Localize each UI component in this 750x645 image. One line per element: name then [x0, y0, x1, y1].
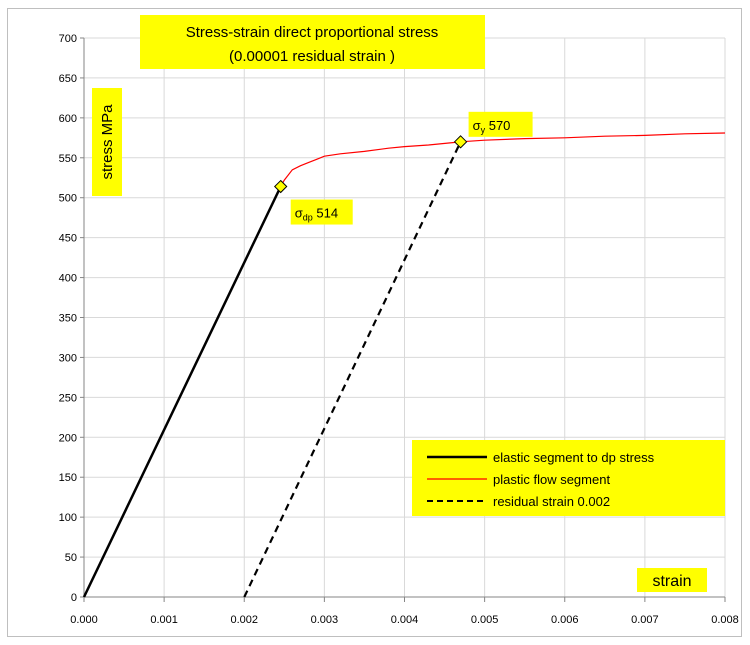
- legend: elastic segment to dp stress plastic flow…: [412, 440, 725, 516]
- y-tick-label: 700: [59, 33, 77, 45]
- y-tick-labels: 0 50 100 150 200 250 300 350 400 450 500 550 600 650 7…: [59, 33, 77, 604]
- y-tick-label: 50: [65, 552, 77, 564]
- x-tick-label: 0.006: [551, 614, 579, 626]
- series-line-1: [82, 185, 282, 598]
- legend-label-2: plastic flow segment: [493, 472, 610, 487]
- y-tick-label: 150: [59, 472, 77, 484]
- y-tick-label: 250: [59, 392, 77, 404]
- y-tick-label: 450: [59, 233, 77, 245]
- y-tick-label: 550: [59, 153, 77, 165]
- x-axis-label: strain: [637, 568, 707, 592]
- y-axis-title: stress MPa: [99, 104, 116, 180]
- y-tick-label: 650: [59, 73, 77, 85]
- point-label-box-2: [468, 111, 533, 137]
- point-label-box-1: [290, 199, 353, 225]
- y-tick-label: 600: [59, 113, 77, 125]
- chart-title: Stress-strain direct proportional stress…: [140, 15, 485, 69]
- y-tick-label: 200: [59, 432, 77, 444]
- y-tick-label: 300: [59, 352, 77, 364]
- x-tick-label: 0.001: [150, 614, 178, 626]
- point-label-2: σy 570: [473, 118, 511, 135]
- y-tick-label: 350: [59, 313, 77, 325]
- legend-label-1: elastic segment to dp stress: [493, 450, 655, 465]
- legend-box: [412, 440, 725, 516]
- x-tick-label: 0.007: [631, 614, 659, 626]
- y-tick-label: 100: [59, 512, 77, 524]
- title-line-1: Stress-strain direct proportional stress: [186, 24, 439, 41]
- x-tick-label: 0.003: [311, 614, 339, 626]
- y-tick-label: 500: [59, 193, 77, 205]
- title-line-2: (0.00001 residual strain ): [229, 48, 395, 65]
- point-marker-2: [453, 135, 468, 149]
- y-tick-label: 400: [59, 273, 77, 285]
- axes: [80, 37, 726, 602]
- marked-points: σdp 514 σy 570: [273, 111, 533, 225]
- x-tick-label: 0.008: [711, 614, 739, 626]
- x-tick-label: 0.002: [230, 614, 258, 626]
- x-tick-label: 0.005: [471, 614, 499, 626]
- point-label-1: σdp 514: [295, 206, 338, 223]
- x-tick-label: 0.004: [391, 614, 419, 626]
- legend-label-3: residual strain 0.002: [493, 494, 610, 509]
- point-marker-1: [273, 179, 288, 194]
- series: [82, 132, 726, 598]
- y-tick-label: 0: [71, 592, 77, 604]
- x-axis-title: strain: [652, 573, 691, 590]
- y-axis-label: stress MPa: [92, 88, 122, 196]
- x-tick-labels: 0.000 0.001 0.002 0.003 0.004 0.005 0.006 0.007…: [70, 614, 739, 626]
- series-line-2: [280, 132, 726, 187]
- x-tick-label: 0.000: [70, 614, 98, 626]
